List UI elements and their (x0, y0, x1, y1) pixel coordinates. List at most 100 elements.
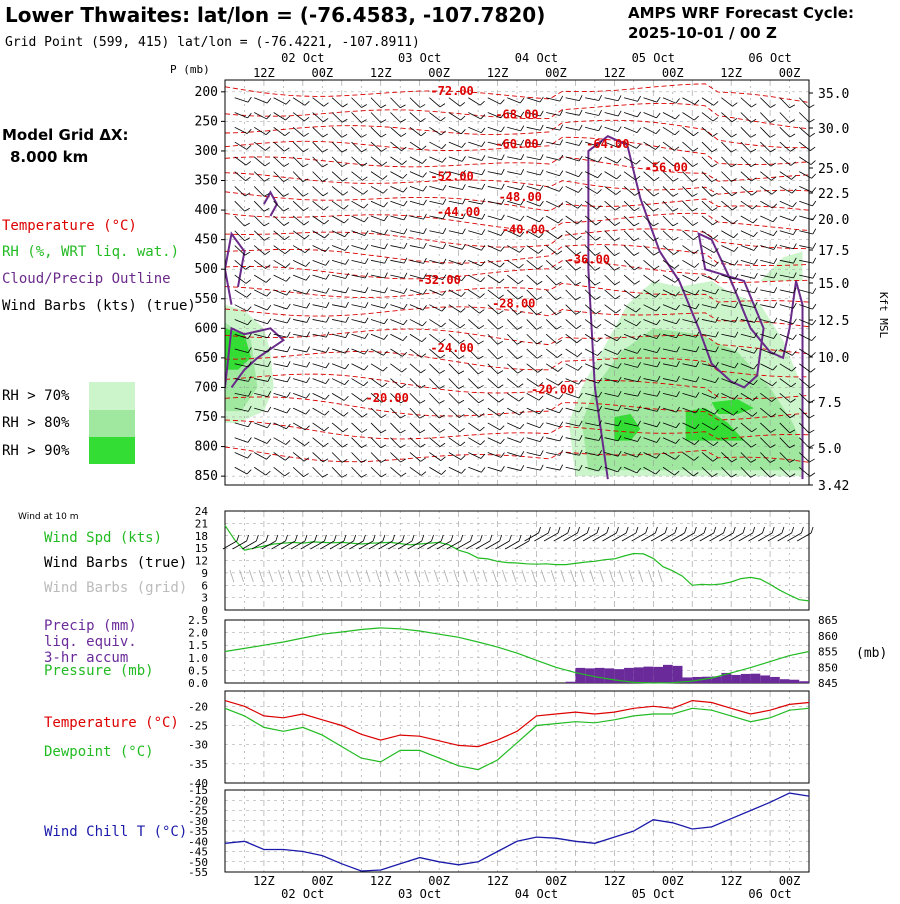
wind-barb-flag (439, 370, 445, 374)
wind-barb-shaft (584, 289, 596, 300)
wind-barb-flag (303, 132, 309, 137)
wind-barb-shaft (273, 259, 286, 268)
wind-barb-flag (712, 207, 718, 212)
wind-barb-shaft (662, 126, 676, 136)
precip-bar (701, 676, 712, 683)
wind-barb-flag (575, 251, 582, 256)
wind-barb-shaft (662, 466, 675, 476)
precip-ytick-label: 0.5 (188, 664, 208, 677)
wind-barb-shaft (507, 112, 521, 118)
wind-barb-shaft (682, 304, 696, 310)
wind-barb-flag (809, 383, 816, 388)
wind-barb-flag (517, 311, 523, 315)
wind-barb-shaft (682, 141, 694, 152)
wind-barb-shaft (565, 363, 579, 371)
pressure-tick-label: 800 (195, 440, 218, 455)
wind-barb-flag (380, 444, 387, 449)
wind-barb-shaft (799, 333, 812, 342)
wind-barb-flag (556, 339, 562, 344)
wind-barb-flag (656, 333, 661, 339)
wind-barb-grid (453, 569, 459, 583)
top-hour-label: 12Z (370, 66, 392, 80)
wind-barb-flag (655, 453, 661, 459)
wind-barb-flag (789, 444, 796, 449)
wind-barb-shaft (331, 141, 343, 153)
wind-barb-true (329, 540, 345, 550)
wind-barb-flag (499, 425, 505, 431)
wind-barb-flag (769, 134, 776, 138)
wind-barb-shaft (526, 466, 541, 471)
wind-barb-shaft (604, 289, 616, 300)
wind-barb-true-flag (674, 526, 678, 534)
wind-barb-flag (244, 222, 250, 227)
wind-barb-shaft (604, 141, 618, 148)
temperature-line (224, 699, 810, 748)
wind-barb-shaft (390, 259, 405, 264)
wind-barb-flag (460, 115, 466, 121)
wind-barb-shaft (721, 452, 732, 463)
wind-barb-flag (676, 391, 680, 397)
wind-barb-shaft (390, 274, 405, 279)
wind-barb-shaft (643, 319, 657, 326)
wind-barb-shaft (682, 289, 696, 296)
wind-barb-flag (401, 160, 407, 165)
wind-barb-flag (345, 287, 349, 293)
wind-barb-flag (636, 127, 642, 133)
wind-barb-shaft (526, 422, 541, 429)
wind-barb-true (592, 532, 607, 542)
wind-barb-shaft (682, 333, 697, 338)
wind-barb-shaft (331, 274, 346, 279)
wind-barb-true (612, 532, 627, 542)
wind-barb-true (290, 540, 306, 550)
wind-barb-shaft (623, 466, 638, 474)
wind-barb-flag (773, 258, 778, 264)
wind-barb-true (242, 540, 257, 550)
top-hour-label: 00Z (662, 66, 684, 80)
model-grid-value: 8.000 km (10, 148, 88, 166)
wind-barb-flag (342, 443, 348, 448)
wind-barb-grid (628, 569, 634, 583)
height-tick-label: 30.0 (818, 122, 849, 137)
wind-barb-flag (520, 451, 525, 457)
wind-barb-flag (285, 440, 291, 445)
wind-barb-flag (305, 261, 310, 267)
chill-ytick-label: -45 (188, 846, 208, 859)
wind-barb-shaft (429, 126, 442, 136)
wind-barb-flag (637, 362, 641, 368)
wind-barb-flag (481, 229, 486, 235)
wind-barb-shaft (604, 466, 618, 473)
wind-barb-shaft (701, 112, 714, 122)
wind-barb-shaft (448, 363, 459, 375)
wind-barb-true (397, 540, 413, 550)
wind-barb-shaft (487, 215, 502, 221)
wind-barb-shaft (370, 348, 384, 356)
wind-barb-shaft (234, 97, 249, 103)
rh-region-rh70 (760, 251, 803, 282)
wind-barb-flag (440, 338, 446, 343)
temp-contour-line (225, 419, 809, 440)
temperature-value-label: -52.00 (430, 170, 473, 184)
wind-barb-shaft (760, 112, 771, 123)
wind-barb-shaft (448, 112, 461, 121)
wind-barb-flag (556, 250, 563, 255)
pressure-line (224, 627, 810, 684)
wind-barb-flag (458, 355, 465, 360)
wind-barb-shaft (779, 215, 794, 222)
wind-barb-flag (520, 215, 525, 222)
wind-barb-shaft (701, 422, 715, 431)
wind-barb-shaft (273, 171, 284, 182)
wind-barb-shaft (682, 466, 694, 477)
wind-barb-flag (283, 193, 289, 197)
wind-barb-shaft (584, 260, 596, 271)
wind-barb-flag (420, 353, 427, 358)
wind-barb-shaft (487, 230, 502, 236)
wind-barb-shaft (779, 230, 794, 236)
wind-barb-shaft (253, 245, 266, 255)
wind-barb-shaft (390, 363, 402, 373)
wind-barb-flag (539, 422, 544, 428)
wind-barb-flag (575, 281, 581, 286)
wind-barb-shaft (429, 422, 440, 433)
temp-contour-line (225, 83, 809, 103)
